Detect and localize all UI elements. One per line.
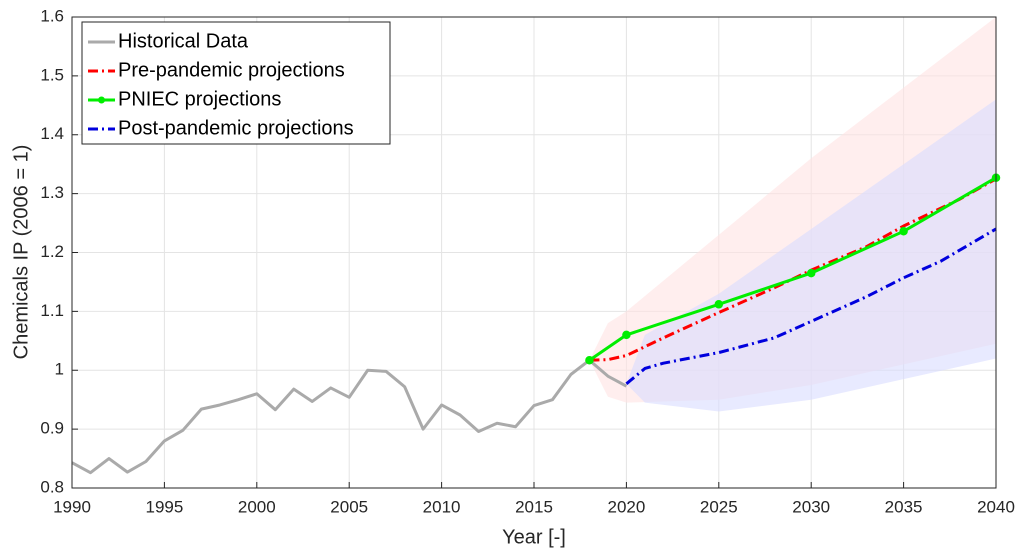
y-tick-label: 1.3: [40, 183, 64, 202]
y-tick-label: 1.5: [40, 65, 64, 84]
legend-label: Historical Data: [118, 30, 249, 52]
plot-frame: [71, 16, 997, 489]
y-tick-label: 1: [55, 360, 64, 379]
x-tick-label: 2005: [330, 497, 368, 516]
x-tick-label: 1995: [145, 497, 183, 516]
y-tick-label: 0.9: [40, 419, 64, 438]
x-tick-label: 2015: [515, 497, 553, 516]
y-tick-label: 1.4: [40, 124, 64, 143]
legend-marker: [98, 96, 105, 104]
uncertainty-band: [626, 99, 996, 412]
series-line: [588, 176, 997, 362]
series-marker: [806, 268, 816, 278]
legend-label: Pre-pandemic projections: [118, 59, 345, 81]
series-line: [71, 358, 628, 475]
legend-box: [81, 21, 391, 145]
x-tick-label: 2030: [792, 497, 830, 516]
y-tick-label: 1.2: [40, 242, 64, 261]
y-tick-label: 1.1: [40, 301, 64, 320]
x-tick-label: 2025: [700, 497, 738, 516]
x-tick-label: 1990: [53, 497, 91, 516]
series-marker: [585, 355, 594, 365]
x-tick-label: 2010: [423, 497, 461, 516]
series-marker: [714, 300, 724, 309]
y-tick-label: 1.6: [40, 6, 64, 25]
y-axis-label: Chemicals IP (2006 = 1): [10, 145, 32, 360]
x-tick-label: 2000: [238, 497, 276, 516]
x-tick-label: 2040: [977, 497, 1015, 516]
series-line: [589, 177, 997, 362]
series-marker: [622, 330, 631, 340]
x-tick-label: 2035: [885, 497, 923, 516]
y-tick-label: 0.8: [40, 477, 64, 496]
legend-label: PNIEC projections: [118, 88, 281, 110]
series-marker: [899, 227, 908, 236]
x-axis-label: Year [-]: [502, 526, 566, 548]
legend-label: Post-pandemic projections: [118, 117, 354, 139]
x-tick-label: 2020: [607, 497, 645, 516]
